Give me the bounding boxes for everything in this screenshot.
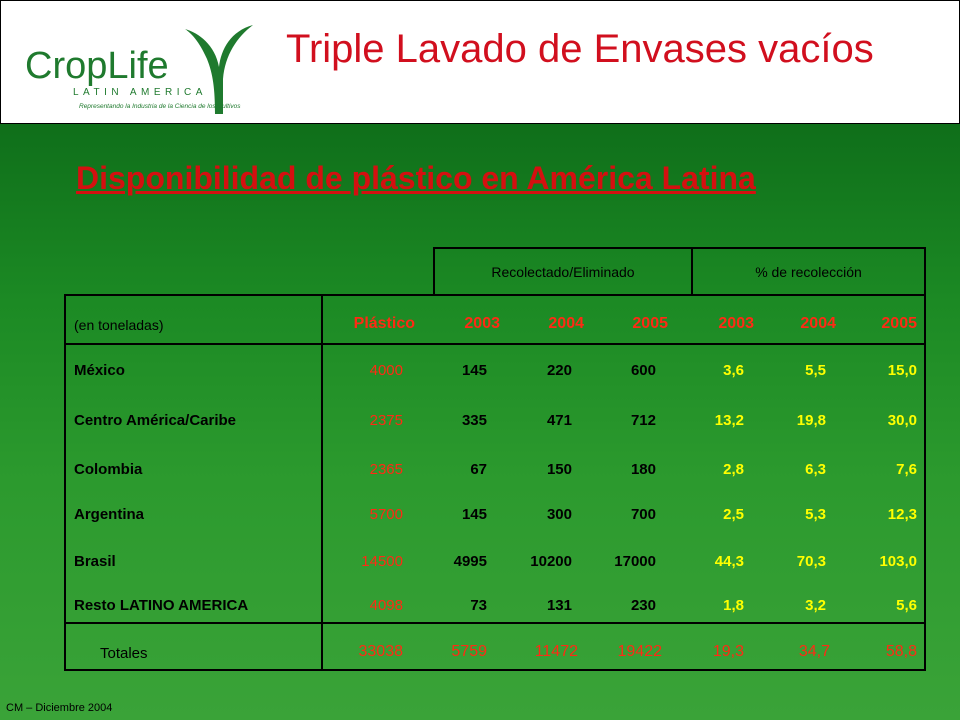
table-border-left (64, 294, 66, 671)
total-plastico: 33038 (358, 643, 404, 660)
column-header-2003: 2003 (464, 315, 500, 332)
group-header-collected: Recolectado/Eliminado (491, 264, 635, 280)
cell-pct-2003: 3,6 (723, 362, 744, 379)
cell-collected-2004: 220 (546, 362, 572, 379)
cell-plastico: 4000 (369, 362, 403, 379)
cell-collected-2003: 335 (461, 412, 487, 429)
cell-collected-2004: 10200 (530, 553, 572, 570)
logo-subtext: LATIN AMERICA (73, 87, 207, 98)
logo-wordmark: CropLife (25, 45, 169, 87)
sprout-icon (185, 25, 253, 114)
slide-body: Disponibilidad de plástico en América La… (0, 124, 960, 720)
header-banner: CropLife LATIN AMERICA Representando la … (0, 0, 960, 125)
cell-pct-2005: 12,3 (887, 506, 917, 523)
row-label: Brasil (74, 553, 116, 570)
cell-plastico: 2365 (369, 461, 403, 478)
cell-pct-2004: 70,3 (796, 553, 826, 570)
cell-collected-2003: 145 (461, 506, 487, 523)
table-border-header-bottom (64, 294, 926, 296)
cell-pct-2005: 103,0 (879, 553, 917, 570)
cell-pct-2004: 5,5 (805, 362, 826, 379)
cell-pct-2003: 2,8 (723, 461, 744, 478)
table-border-label-col (321, 294, 323, 671)
column-header-2004: 2004 (548, 315, 584, 332)
cell-pct-2003: 13,2 (714, 412, 744, 429)
total-collected-2005: 19422 (617, 643, 663, 660)
cell-plastico: 5700 (369, 506, 403, 523)
total-collected-2003: 5759 (451, 643, 487, 660)
slide-subtitle: Disponibilidad de plástico en América La… (76, 160, 756, 196)
slide-title: Triple Lavado de Envases vacíos (286, 27, 874, 71)
table-border-bottom (64, 669, 926, 671)
cell-pct-2003: 2,5 (723, 506, 744, 523)
cell-collected-2004: 150 (546, 461, 572, 478)
cell-pct-2004: 19,8 (796, 412, 826, 429)
totals-label: Totales (100, 645, 148, 662)
row-label: Colombia (74, 461, 143, 478)
cell-plastico: 2375 (369, 412, 403, 429)
table-border-group-divider (691, 247, 693, 295)
table-border-columns-bottom (64, 343, 926, 345)
cell-collected-2005: 180 (630, 461, 656, 478)
column-header-pct-2003: 2003 (718, 315, 754, 332)
cell-collected-2003: 73 (470, 597, 487, 614)
cell-collected-2004: 131 (546, 597, 572, 614)
cell-collected-2003: 145 (461, 362, 487, 379)
column-header-pct-2005: 2005 (881, 315, 917, 332)
total-collected-2004: 11472 (534, 643, 578, 660)
group-header-percent: % de recolección (755, 264, 862, 280)
croplife-logo: CropLife LATIN AMERICA Representando la … (19, 19, 253, 119)
cell-pct-2005: 5,6 (896, 597, 917, 614)
cell-collected-2005: 712 (630, 412, 656, 429)
table-border-top (433, 247, 926, 249)
total-pct-2005: 58,8 (885, 643, 917, 660)
total-pct-2004: 34,7 (798, 643, 830, 660)
total-pct-2003: 19,3 (712, 643, 744, 660)
cell-pct-2003: 1,8 (723, 597, 744, 614)
cell-pct-2005: 30,0 (887, 412, 917, 429)
column-header-pct-2004: 2004 (800, 315, 836, 332)
row-label: Centro América/Caribe (74, 412, 236, 429)
cell-collected-2005: 600 (630, 362, 656, 379)
cell-collected-2005: 17000 (614, 553, 656, 570)
cell-collected-2005: 230 (630, 597, 656, 614)
column-header-plastico: Plástico (353, 315, 415, 332)
cell-pct-2004: 5,3 (805, 506, 826, 523)
table-border-totals-top (64, 622, 926, 624)
cell-plastico: 4098 (369, 597, 403, 614)
cell-pct-2005: 15,0 (887, 362, 917, 379)
table-border-col1-top (433, 247, 435, 295)
footer-note: CM – Diciembre 2004 (6, 702, 113, 714)
row-label: Resto LATINO AMERICA (74, 597, 249, 614)
unit-label: (en toneladas) (74, 317, 164, 333)
cell-collected-2004: 300 (546, 506, 572, 523)
cell-pct-2005: 7,6 (896, 461, 917, 478)
column-header-2005: 2005 (632, 315, 668, 332)
cell-pct-2004: 6,3 (805, 461, 826, 478)
table-border-right (924, 247, 926, 671)
cell-pct-2004: 3,2 (805, 597, 826, 614)
cell-collected-2004: 471 (546, 412, 572, 429)
row-label: México (74, 362, 125, 379)
cell-pct-2003: 44,3 (714, 553, 744, 570)
row-label: Argentina (74, 506, 145, 523)
cell-collected-2003: 4995 (453, 553, 487, 570)
cell-collected-2005: 700 (630, 506, 656, 523)
logo-tagline: Representando la Industria de la Ciencia… (79, 103, 241, 110)
cell-collected-2003: 67 (470, 461, 487, 478)
cell-plastico: 14500 (361, 553, 403, 570)
